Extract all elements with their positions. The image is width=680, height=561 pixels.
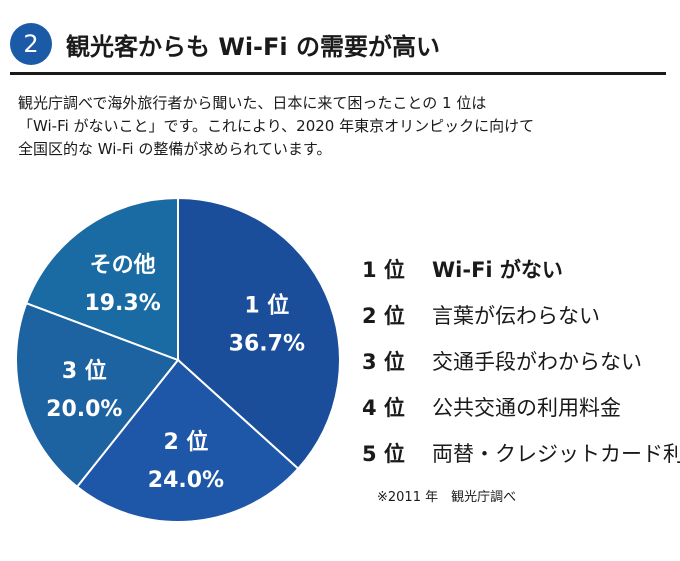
pie-slices (15, 196, 341, 523)
description: 観光庁調べで海外旅行者から聞いた、日本に来て困ったことの 1 位は 「Wi-Fi… (18, 92, 658, 161)
slice-value-label: 36.7% (229, 332, 305, 357)
slice-category-label: その他 (90, 253, 156, 278)
pie-slice (24, 196, 179, 362)
ranking-number: 1 位 (362, 258, 405, 282)
ranking-label: 公共交通の利用料金 (432, 396, 621, 420)
ranking-label: 言葉が伝わらない (432, 304, 600, 328)
description-line-3: 全国区的な Wi-Fi の整備が求められています。 (18, 140, 332, 158)
ranking-item: 1 位 Wi-Fi がない (362, 246, 680, 292)
slice-category-label: 3 位 (62, 358, 107, 384)
ranking-item: 5 位 両替・クレジットカード利用 (362, 430, 680, 476)
ranking-label: Wi-Fi がない (432, 258, 563, 282)
section-title: 観光客からも Wi-Fi の需要が高い (66, 32, 440, 61)
description-line-2: 「Wi-Fi がないこと」です。これにより、2020 年東京オリンピックに向けて (18, 117, 535, 135)
slice-value-label: 24.0% (148, 468, 224, 493)
ranking-number: 5 位 (362, 442, 405, 466)
section-number-badge: 2 (10, 23, 52, 65)
ranking-item: 3 位 交通手段がわからない (362, 338, 680, 384)
title-divider (10, 72, 666, 75)
slice-value-label: 20.0% (46, 397, 122, 422)
ranking-number: 3 位 (362, 350, 405, 374)
slice-value-label: 19.3% (84, 291, 160, 316)
ranking-item: 4 位 公共交通の利用料金 (362, 384, 680, 430)
ranking-number: 2 位 (362, 304, 405, 328)
ranking-list: 1 位 Wi-Fi がない 2 位 言葉が伝わらない 3 位 交通手段がわからな… (362, 246, 680, 476)
ranking-label: 両替・クレジットカード利用 (432, 442, 680, 466)
ranking-number: 4 位 (362, 396, 405, 420)
pie-slice (15, 301, 180, 489)
ranking-label: 交通手段がわからない (432, 350, 642, 374)
pie-slice (75, 358, 300, 523)
pie-labels: 1 位 36.7% 2 位 24.0% 3 位 20.0% その他 19.3% (46, 253, 305, 493)
source-note: ※2011 年 観光庁調べ (377, 490, 517, 505)
description-line-1: 観光庁調べで海外旅行者から聞いた、日本に来て困ったことの 1 位は (18, 94, 487, 112)
slice-category-label: 2 位 (163, 429, 208, 455)
slice-category-label: 1 位 (244, 293, 289, 319)
pie-slice (177, 196, 341, 471)
section-header: 2 観光客からも Wi-Fi の需要が高い (10, 22, 440, 66)
ranking-item: 2 位 言葉が伝わらない (362, 292, 680, 338)
